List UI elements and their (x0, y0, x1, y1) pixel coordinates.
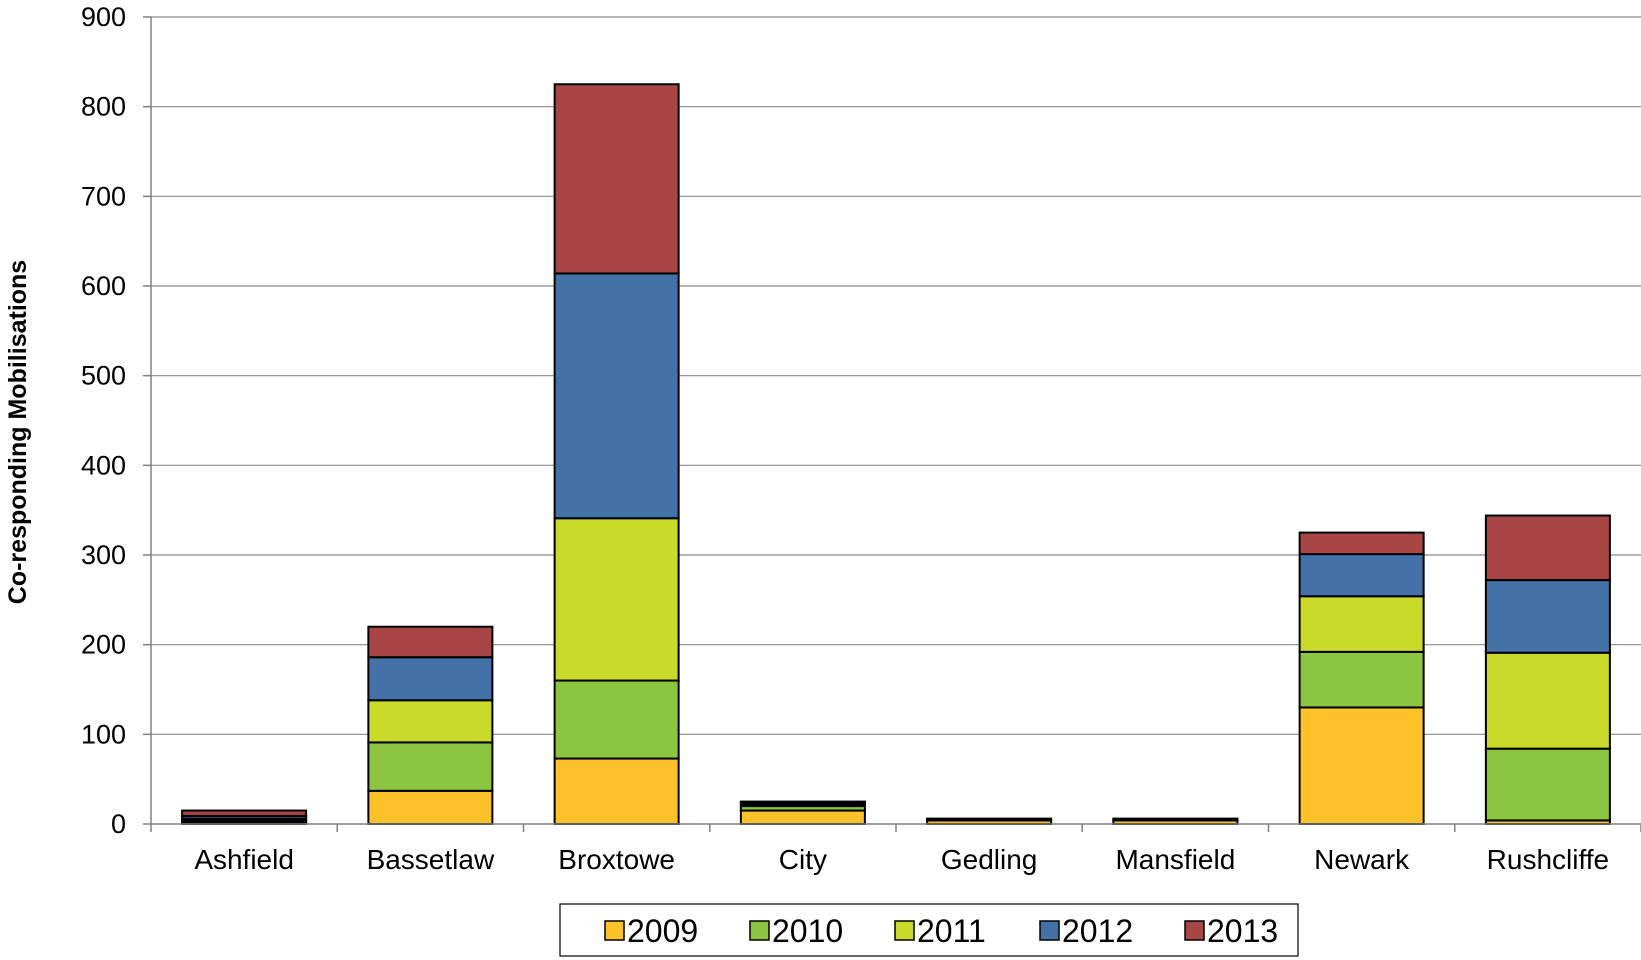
bar-segment-newark-2013 (1298, 531, 1425, 556)
bar-segment-city-2009 (739, 809, 866, 825)
y-tick-label: 900 (81, 2, 126, 32)
legend-swatch-2009 (604, 920, 625, 941)
legend-swatch-2012 (1039, 920, 1060, 941)
bar-segment-broxtowe-2011 (553, 517, 680, 682)
y-tick-label: 600 (81, 271, 126, 301)
bar-segment-rushcliffe-2012 (1484, 579, 1611, 654)
legend-label-2012: 2012 (1062, 913, 1133, 949)
bar-segment-newark-2011 (1298, 595, 1425, 653)
y-tick-label: 800 (81, 92, 126, 122)
y-tick-label: 700 (81, 181, 126, 211)
x-category-label: City (779, 844, 827, 875)
legend: 2009 2010 2011 2012 2013 (559, 903, 1299, 957)
legend-label-2011: 2011 (917, 913, 986, 949)
y-tick-labels: 0 100 200 300 400 500 600 700 800 900 (81, 2, 126, 839)
bar-segment-bassetlaw-2011 (367, 699, 494, 744)
bar-segment-bassetlaw-2012 (367, 656, 494, 702)
bar-segment-newark-2012 (1298, 553, 1425, 598)
legend-swatch-2013 (1184, 920, 1205, 941)
x-category-label: Broxtowe (558, 844, 675, 875)
x-category-label: Mansfield (1115, 844, 1235, 875)
y-tick-label: 500 (81, 361, 126, 391)
y-tick-label: 400 (81, 450, 126, 480)
bar-segment-broxtowe-2009 (553, 757, 680, 825)
x-category-labels: Ashfield Bassetlaw Broxtowe City Gedling Mans… (194, 844, 1609, 875)
legend-label-2013: 2013 (1207, 913, 1278, 949)
bar-segment-newark-2009 (1298, 706, 1425, 826)
bar-segment-bassetlaw-2009 (367, 789, 494, 825)
legend-box (559, 903, 1299, 957)
bar-segment-broxtowe-2013 (553, 83, 680, 275)
y-tick-label: 200 (81, 630, 126, 660)
bar-segment-rushcliffe-2013 (1484, 514, 1611, 582)
x-category-label: Newark (1314, 844, 1410, 875)
bar-segment-newark-2010 (1298, 650, 1425, 709)
bar-segment-rushcliffe-2010 (1484, 747, 1611, 822)
bar-segment-broxtowe-2010 (553, 679, 680, 760)
bar-segment-rushcliffe-2011 (1484, 651, 1611, 750)
legend-label-2010: 2010 (772, 913, 843, 949)
y-tick-label: 100 (81, 719, 126, 749)
y-tick-label: 0 (111, 809, 126, 839)
x-category-label: Rushcliffe (1487, 844, 1609, 875)
bar-segment-ashfield-2013 (181, 809, 308, 817)
bar-segment-bassetlaw-2010 (367, 741, 494, 792)
bar-segment-broxtowe-2012 (553, 272, 680, 520)
y-axis-title: Co-responding Mobilisations (4, 260, 32, 604)
x-category-label: Ashfield (194, 844, 294, 875)
bar-segment-gedling-2013 (926, 817, 1053, 821)
legend-label-2009: 2009 (627, 913, 698, 949)
legend-swatch-2011 (894, 920, 915, 941)
bar-segment-mansfield-2013 (1112, 817, 1239, 821)
legend-swatch-2010 (749, 920, 770, 941)
y-tick-label: 300 (81, 540, 126, 570)
axes (143, 16, 1641, 832)
bar-segment-bassetlaw-2013 (367, 625, 494, 659)
x-category-label: Gedling (941, 844, 1038, 875)
bar-segment-city-2013 (739, 800, 866, 804)
bar-stacks (181, 83, 1611, 826)
x-category-label: Bassetlaw (367, 844, 495, 875)
